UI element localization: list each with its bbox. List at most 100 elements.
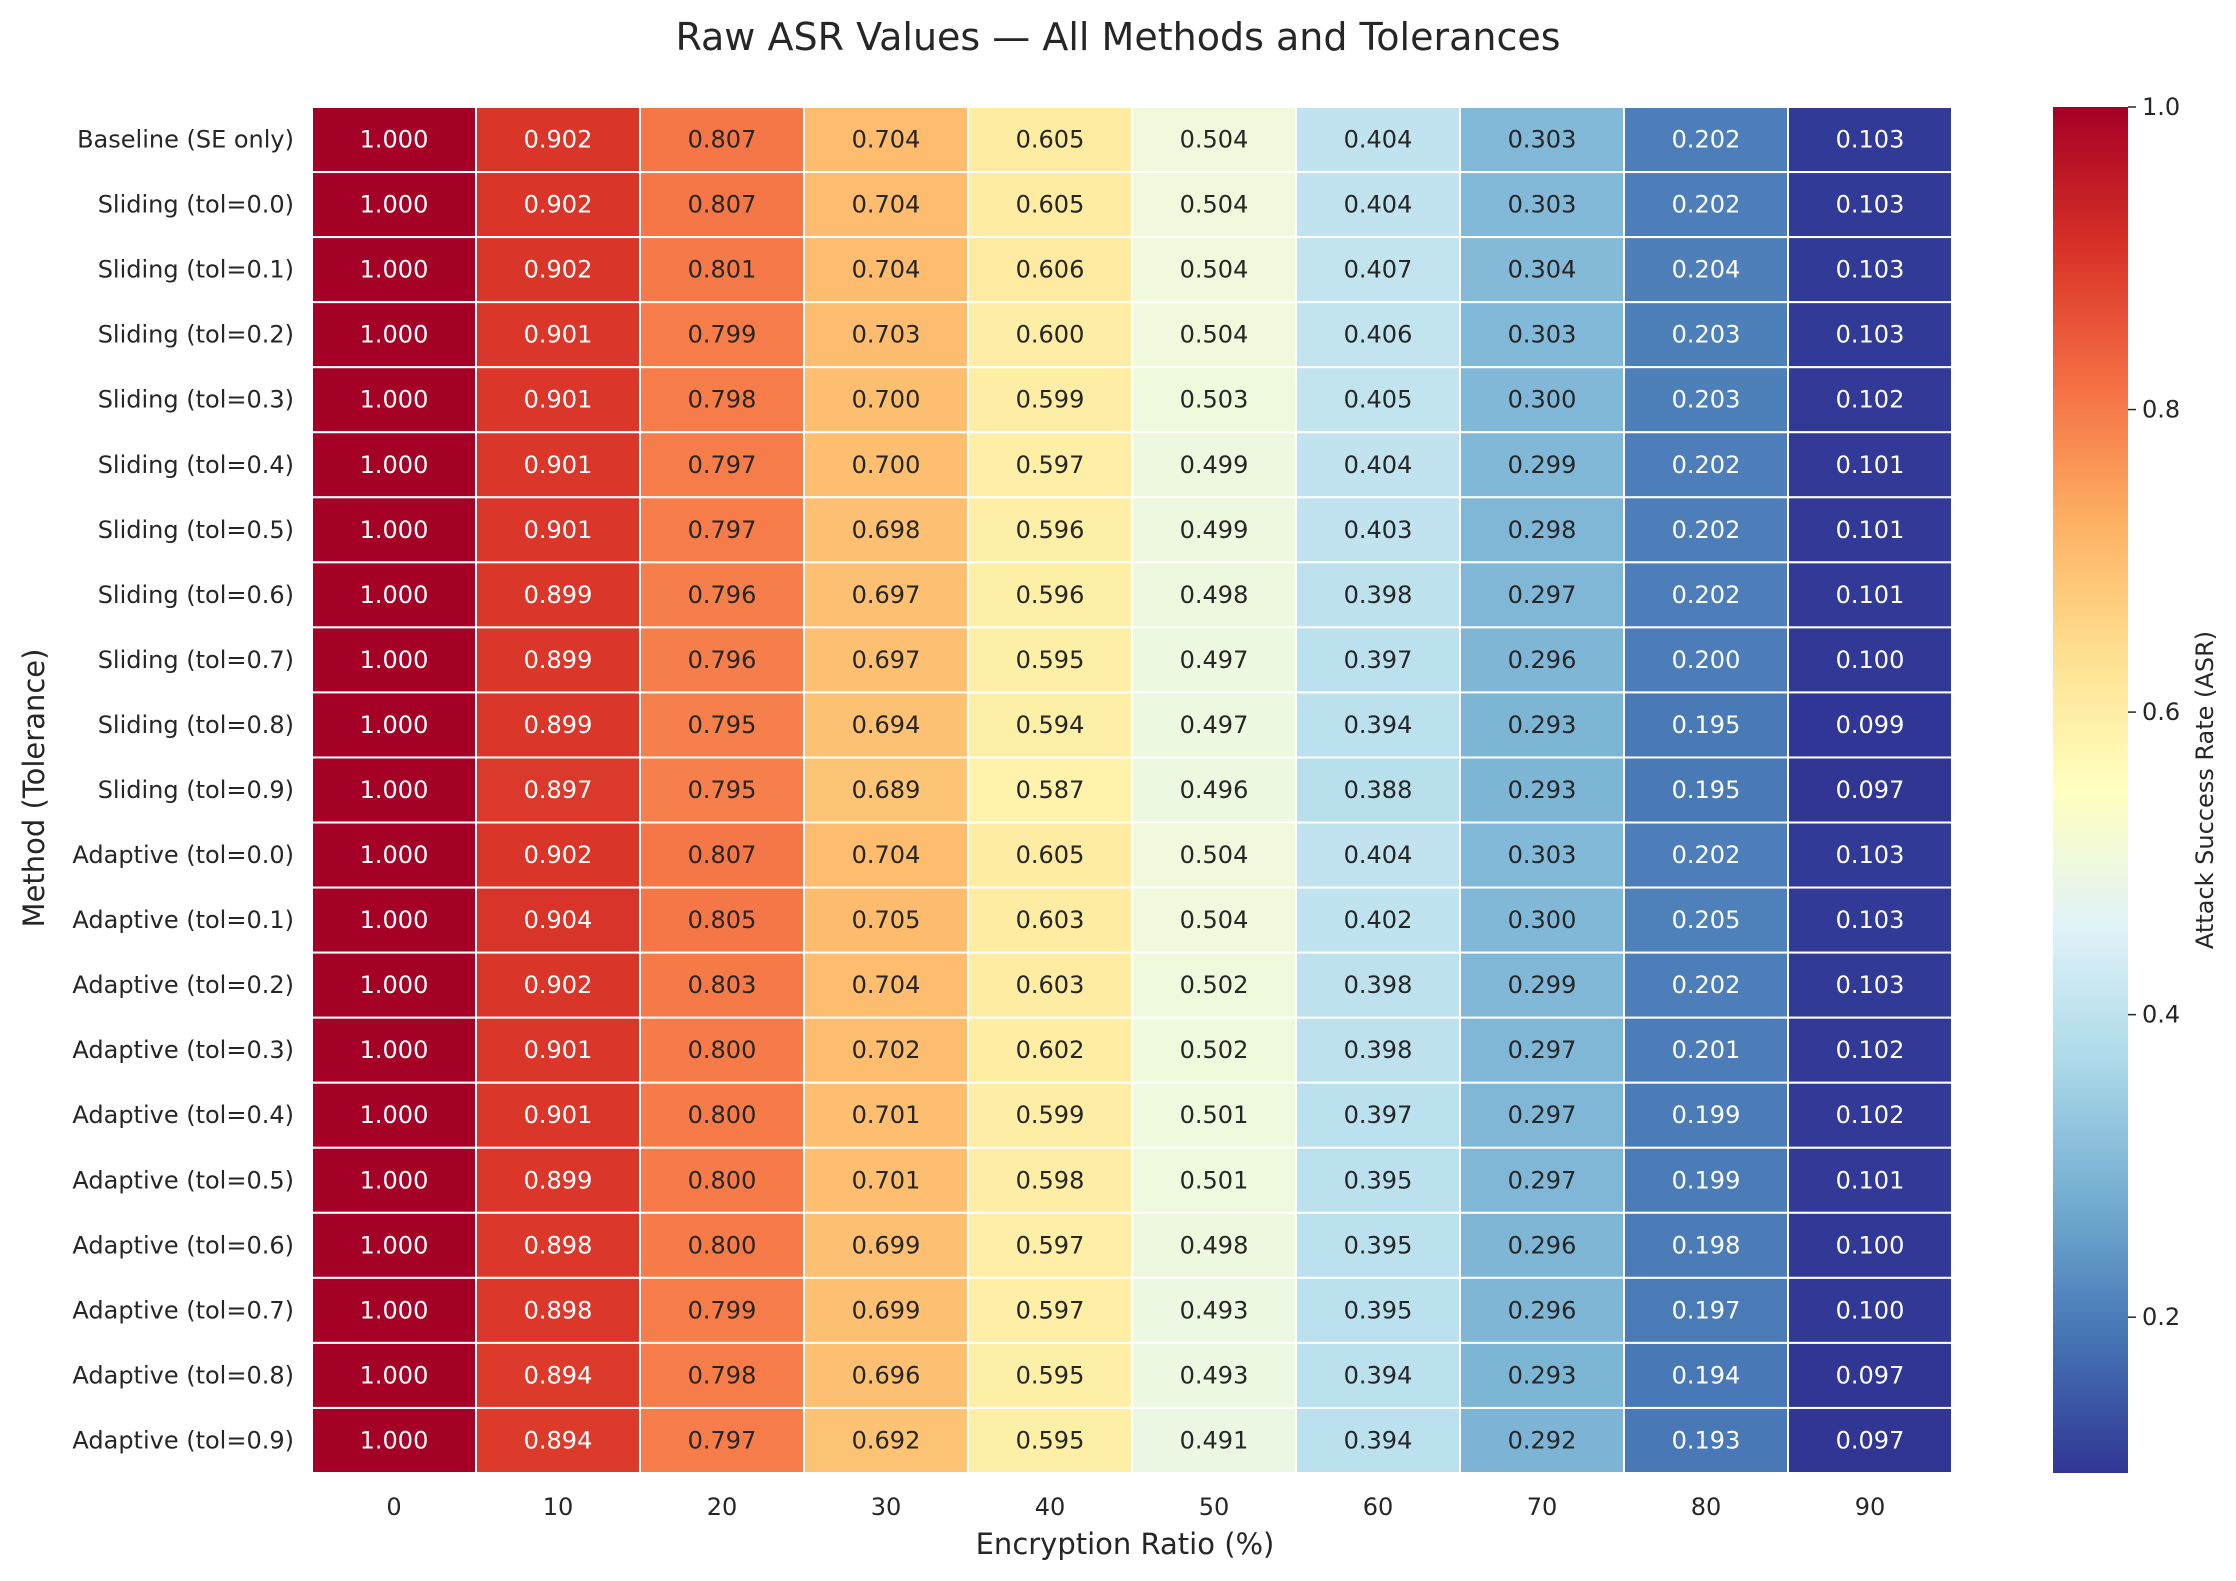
heatmap-cell <box>1623 691 1789 759</box>
cell-value-label: 0.097 <box>1836 1426 1905 1454</box>
cell-value-label: 0.705 <box>852 906 921 934</box>
cell-value-label: 0.597 <box>1016 1231 1085 1259</box>
heatmap-cell <box>1459 1211 1625 1279</box>
cell-value-label: 0.697 <box>852 646 921 674</box>
heatmap-cell <box>639 366 805 434</box>
heatmap-cell <box>1787 691 1953 759</box>
cell-value-label: 0.198 <box>1672 1231 1741 1259</box>
heatmap-cell <box>475 951 641 1019</box>
heatmap-cell <box>1623 1276 1789 1344</box>
heatmap-cell <box>1623 366 1789 434</box>
y-tick-label: Sliding (tol=0.0) <box>98 191 294 219</box>
heatmap-cell <box>967 951 1133 1019</box>
heatmap-cell <box>1459 756 1625 824</box>
cell-value-label: 0.203 <box>1672 321 1741 349</box>
cell-value-label: 0.293 <box>1508 776 1577 804</box>
cell-value-label: 0.799 <box>688 1296 757 1324</box>
cell-value-label: 1.000 <box>360 191 429 219</box>
heatmap-cell <box>475 1406 641 1475</box>
heatmap-cell <box>967 626 1133 694</box>
cell-value-label: 0.303 <box>1508 841 1577 869</box>
heatmap-cell <box>1131 1081 1297 1149</box>
cell-value-label: 0.101 <box>1836 581 1905 609</box>
heatmap-cell <box>1623 301 1789 369</box>
cell-value-label: 0.504 <box>1180 906 1249 934</box>
cell-value-label: 0.595 <box>1016 1361 1085 1389</box>
cell-value-label: 0.800 <box>688 1231 757 1259</box>
heatmap-cell <box>1459 691 1625 759</box>
cell-value-label: 0.902 <box>524 126 593 154</box>
heatmap-cell <box>639 1341 805 1409</box>
heatmap-cell <box>1131 496 1297 564</box>
heatmap-cell <box>1459 236 1625 304</box>
heatmap-cell <box>311 431 477 499</box>
cell-value-label: 0.587 <box>1016 776 1085 804</box>
heatmap-cell <box>1623 821 1789 889</box>
colorbar <box>2053 107 2128 1473</box>
y-axis-title: Method (Tolerance) <box>17 649 51 928</box>
cell-value-label: 0.902 <box>524 256 593 284</box>
cell-value-label: 0.097 <box>1836 1361 1905 1389</box>
cell-value-label: 0.300 <box>1508 386 1577 414</box>
heatmap-cell <box>1459 821 1625 889</box>
cell-value-label: 1.000 <box>360 776 429 804</box>
heatmap-cell <box>1131 1016 1297 1084</box>
heatmap-cell <box>1623 1211 1789 1279</box>
cell-value-label: 0.605 <box>1016 841 1085 869</box>
heatmap-cell <box>311 1146 477 1214</box>
cell-value-label: 0.398 <box>1344 971 1413 999</box>
heatmap-cell <box>1131 1146 1297 1214</box>
cell-value-label: 1.000 <box>360 841 429 869</box>
cell-value-label: 0.901 <box>524 516 593 544</box>
cell-value-label: 0.395 <box>1344 1231 1413 1259</box>
heatmap-cell <box>639 1211 805 1279</box>
cell-value-label: 0.292 <box>1508 1426 1577 1454</box>
heatmap-cell <box>475 106 641 174</box>
heatmap-cell <box>1295 1341 1461 1409</box>
heatmap-cell <box>967 1016 1133 1084</box>
cell-value-label: 0.101 <box>1836 516 1905 544</box>
heatmap-cell <box>1131 171 1297 239</box>
y-tick-label: Sliding (tol=0.4) <box>98 451 294 479</box>
cell-value-label: 0.293 <box>1508 1361 1577 1389</box>
cell-value-label: 0.696 <box>852 1361 921 1389</box>
heatmap-cell <box>1295 561 1461 629</box>
cell-value-label: 0.193 <box>1672 1426 1741 1454</box>
cell-value-label: 0.194 <box>1672 1361 1741 1389</box>
cell-value-label: 0.504 <box>1180 256 1249 284</box>
cell-value-label: 0.702 <box>852 1036 921 1064</box>
heatmap-cell <box>1459 561 1625 629</box>
heatmap-cell <box>967 1406 1133 1475</box>
heatmap-cell <box>1459 1276 1625 1344</box>
cell-value-label: 0.204 <box>1672 256 1741 284</box>
y-tick-label: Sliding (tol=0.8) <box>98 711 294 739</box>
cell-value-label: 0.800 <box>688 1101 757 1129</box>
cell-value-label: 1.000 <box>360 971 429 999</box>
cell-value-label: 0.597 <box>1016 451 1085 479</box>
cell-value-label: 0.598 <box>1016 1166 1085 1194</box>
cell-value-label: 0.899 <box>524 1166 593 1194</box>
heatmap-cell <box>475 1276 641 1344</box>
cell-value-label: 0.698 <box>852 516 921 544</box>
cell-value-label: 0.402 <box>1344 906 1413 934</box>
heatmap-cell <box>1623 431 1789 499</box>
heatmap-cell <box>967 691 1133 759</box>
cell-value-label: 0.405 <box>1344 386 1413 414</box>
heatmap-cell <box>311 301 477 369</box>
cell-value-label: 0.493 <box>1180 1361 1249 1389</box>
cell-value-label: 0.801 <box>688 256 757 284</box>
cell-value-label: 0.497 <box>1180 711 1249 739</box>
heatmap-cell <box>1295 301 1461 369</box>
heatmap-cell <box>1295 691 1461 759</box>
cell-value-label: 0.797 <box>688 516 757 544</box>
x-tick-label: 30 <box>871 1493 902 1521</box>
heatmap-cell <box>475 1016 641 1084</box>
cell-value-label: 0.898 <box>524 1231 593 1259</box>
heatmap-cell <box>311 1276 477 1344</box>
cell-value-label: 0.195 <box>1672 776 1741 804</box>
cell-value-label: 0.602 <box>1016 1036 1085 1064</box>
cell-value-label: 0.499 <box>1180 516 1249 544</box>
heatmap-cell <box>967 756 1133 824</box>
cell-value-label: 0.303 <box>1508 126 1577 154</box>
cell-value-label: 0.501 <box>1180 1101 1249 1129</box>
